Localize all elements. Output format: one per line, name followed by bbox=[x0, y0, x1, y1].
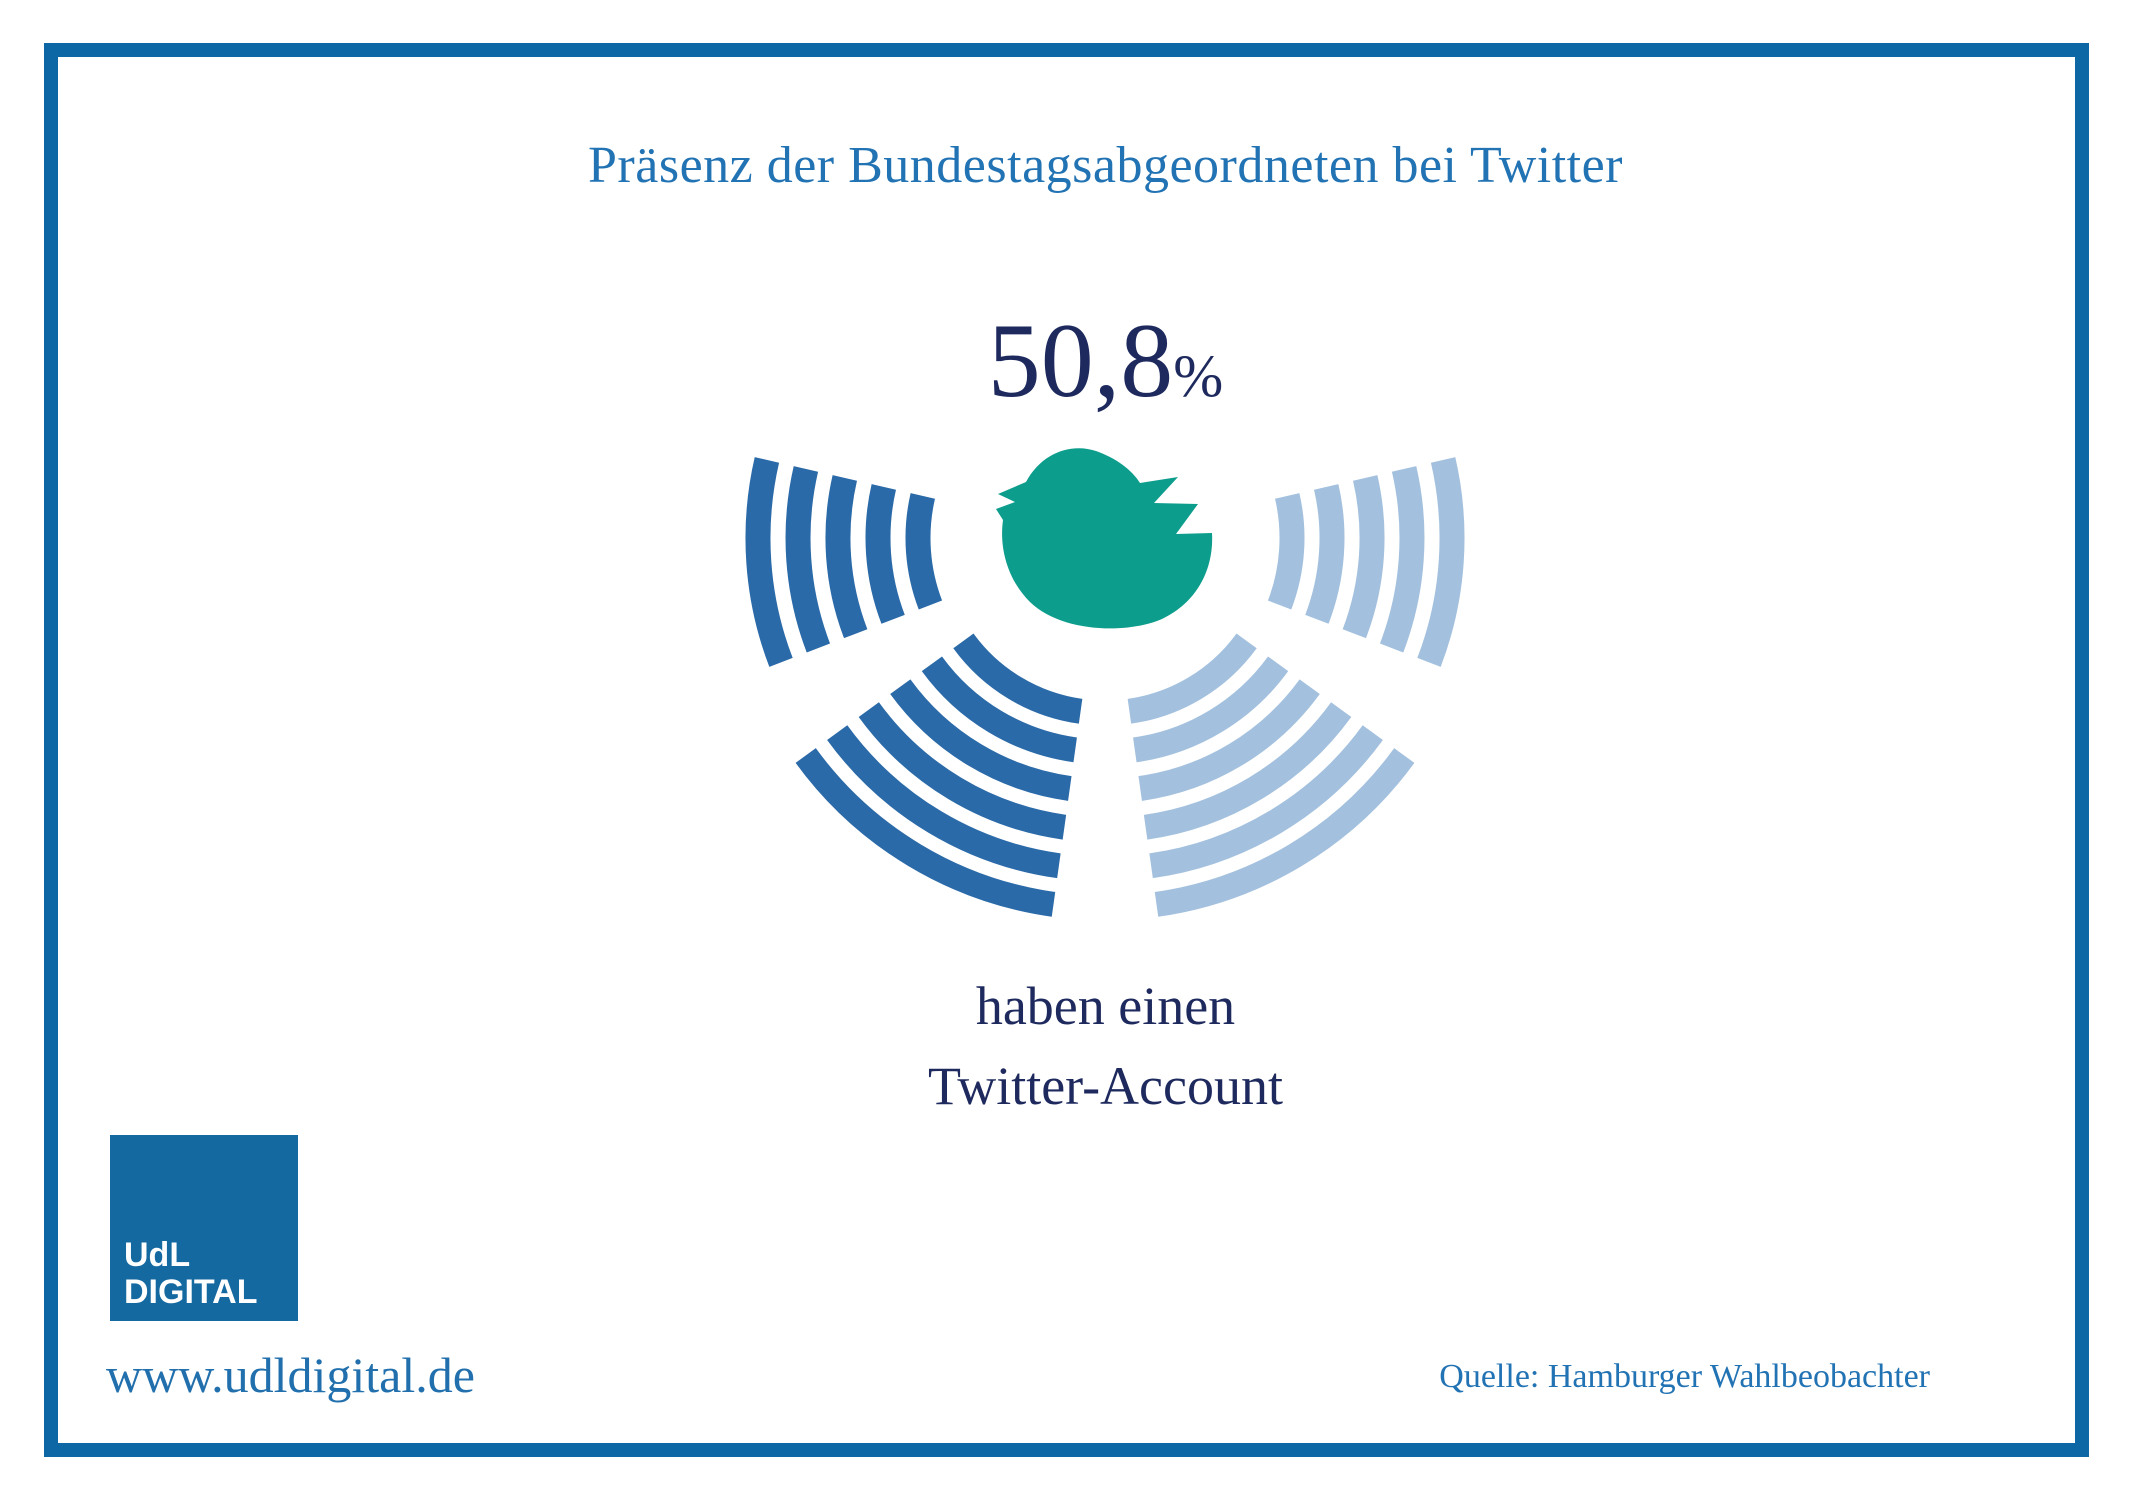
source-credit: Quelle: Hamburger Wahlbeobachter bbox=[1439, 1358, 1930, 1395]
twitter-bird-icon bbox=[996, 448, 1213, 629]
sector-upper-left bbox=[745, 457, 943, 667]
arc-band bbox=[1138, 679, 1320, 801]
page-title: Präsenz der Bundestagsabgeordneten bei T… bbox=[588, 137, 1623, 194]
arc-band bbox=[1305, 484, 1345, 624]
arc-band bbox=[1267, 493, 1305, 610]
logo-text-block: UdL DIGITAL bbox=[124, 1237, 257, 1311]
sector-lower-left bbox=[795, 633, 1083, 917]
stat-number: 50,8 bbox=[987, 302, 1174, 419]
logo-line-2: DIGITAL bbox=[124, 1273, 258, 1311]
arc-band bbox=[1143, 702, 1352, 840]
stat-value-block: 50,8% bbox=[78, 308, 2133, 414]
arc-band bbox=[827, 725, 1061, 879]
arc-band bbox=[890, 679, 1072, 801]
stat-percent-sign: % bbox=[1173, 343, 1224, 409]
arc-band bbox=[1127, 633, 1257, 724]
arc-band bbox=[1132, 656, 1289, 763]
arc-band bbox=[745, 457, 793, 667]
arc-band bbox=[1149, 725, 1383, 879]
udl-digital-logo: UdL DIGITAL bbox=[110, 1135, 298, 1321]
caption-line-2: Twitter-Account bbox=[927, 1056, 1283, 1116]
arc-band bbox=[953, 633, 1083, 724]
sector-lower-right bbox=[1127, 633, 1415, 917]
arc-band bbox=[921, 656, 1078, 763]
arc-band bbox=[785, 466, 831, 653]
arc-band bbox=[865, 484, 905, 624]
arc-band bbox=[1379, 466, 1425, 653]
arc-band bbox=[825, 475, 868, 639]
logo-line-1: UdL bbox=[124, 1236, 191, 1274]
caption-line-1: haben einen bbox=[975, 976, 1236, 1036]
arc-sectors bbox=[745, 457, 1465, 917]
arc-band bbox=[1342, 475, 1385, 639]
caption-block: haben einen Twitter-Account bbox=[78, 966, 2133, 1126]
arc-band bbox=[1154, 748, 1415, 917]
sector-upper-right bbox=[1267, 457, 1465, 667]
arc-band bbox=[1417, 457, 1465, 667]
arc-band bbox=[858, 702, 1067, 840]
arc-band bbox=[795, 748, 1056, 917]
arc-band bbox=[905, 493, 943, 610]
website-url: www.udldigital.de bbox=[106, 1347, 475, 1403]
